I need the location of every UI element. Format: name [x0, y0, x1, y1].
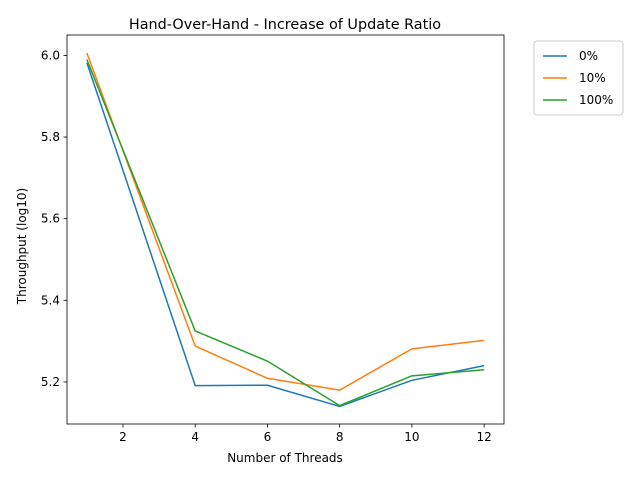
y-tick-label: 5.2 [41, 375, 60, 389]
legend-label: 0% [579, 49, 598, 63]
series-line-100pct [86, 59, 485, 407]
series-line-10pct [86, 52, 485, 391]
x-tick-label: 12 [476, 430, 491, 444]
y-tick-label: 5.6 [41, 212, 60, 226]
x-tick-label: 4 [191, 430, 199, 444]
x-tick-label: 10 [404, 430, 419, 444]
legend-box [533, 40, 624, 116]
x-tick-label: 8 [336, 430, 344, 444]
plot-lines [86, 52, 485, 408]
series-line-0pct [86, 62, 485, 408]
y-axis-ticks: 5.2 5.4 5.6 5.8 6.0 [41, 48, 67, 389]
y-tick-label: 5.8 [41, 130, 60, 144]
x-axis-ticks: 2 4 6 8 10 12 [119, 424, 492, 444]
legend-label: 10% [579, 71, 606, 85]
legend-label: 100% [579, 93, 613, 107]
legend: 0% 10% 100% [533, 40, 624, 116]
y-tick-label: 5.4 [41, 293, 60, 307]
axes-frame [66, 34, 505, 425]
y-tick-label: 6.0 [41, 48, 60, 62]
x-axis-label: Number of Threads [227, 451, 343, 465]
x-tick-label: 6 [264, 430, 272, 444]
chart-title: Hand-Over-Hand - Increase of Update Rati… [129, 17, 441, 33]
x-tick-label: 2 [119, 430, 127, 444]
y-axis-label: Throughput (log10) [15, 188, 29, 305]
